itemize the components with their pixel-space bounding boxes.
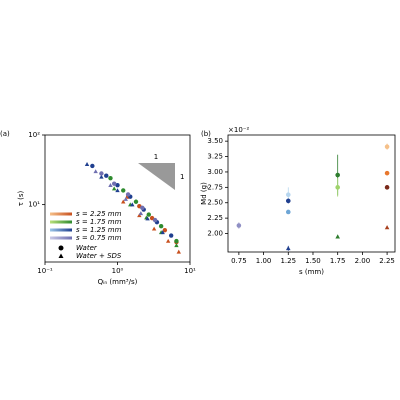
point <box>384 144 390 149</box>
y-tick-label: 2.75 <box>207 183 223 191</box>
y-tick-label: 2.50 <box>207 199 223 207</box>
point <box>138 211 144 216</box>
point <box>99 174 104 179</box>
point <box>285 198 291 204</box>
y-axis-label: Md (g) <box>200 182 208 205</box>
point <box>162 227 168 233</box>
point <box>115 183 120 188</box>
legend-swatch <box>50 228 72 232</box>
legend-label: Water <box>76 244 98 252</box>
point <box>115 188 120 193</box>
x-tick-label: 10⁻¹ <box>37 267 53 275</box>
point <box>140 205 145 211</box>
legend-label: s = 1.25 mm <box>76 226 122 234</box>
slope-triangle <box>138 163 175 190</box>
axes-b <box>227 134 396 253</box>
point <box>151 226 157 231</box>
axes-a <box>44 134 191 263</box>
x-tick-label: 2.00 <box>355 257 371 265</box>
y-axis-label: τ (s) <box>17 190 25 206</box>
point <box>90 163 95 169</box>
x-tick-label: 1.25 <box>280 257 296 265</box>
point <box>123 196 128 201</box>
point <box>104 173 109 178</box>
y-tick-label: 10² <box>28 131 40 139</box>
point <box>145 216 150 221</box>
legend-swatch <box>50 236 72 240</box>
point <box>111 181 117 186</box>
point <box>152 217 158 223</box>
point <box>236 223 242 228</box>
point <box>108 183 113 187</box>
offset-label: ×10⁻² <box>228 126 249 134</box>
point <box>168 233 174 238</box>
legend-marker <box>58 245 64 251</box>
point <box>121 188 126 193</box>
y-tick-label: 3.25 <box>207 153 223 161</box>
x-tick-label: 10¹ <box>184 267 196 275</box>
legend-label: Water + SDS <box>76 252 122 260</box>
point <box>130 202 135 207</box>
point <box>133 199 139 204</box>
y-tick-label: 3.00 <box>207 168 223 176</box>
panel-label: (a) <box>0 130 10 138</box>
point <box>384 170 390 176</box>
x-tick-label: 1.00 <box>256 257 272 265</box>
x-axis-label: s (mm) <box>299 268 324 276</box>
point <box>146 212 151 217</box>
legend-swatch <box>50 212 72 216</box>
point <box>99 171 104 176</box>
legend-swatch <box>50 220 72 224</box>
point <box>165 238 171 243</box>
x-tick-label: 0.75 <box>231 257 247 265</box>
y-tick-label: 3.50 <box>207 137 223 145</box>
point <box>335 185 340 190</box>
point <box>125 192 131 197</box>
x-tick-label: 1.50 <box>305 257 321 265</box>
point <box>176 249 181 254</box>
point <box>84 162 90 167</box>
point <box>137 213 142 218</box>
legend-marker <box>58 253 64 258</box>
point <box>384 185 390 190</box>
point <box>121 199 126 204</box>
point <box>160 230 165 235</box>
panel-label: (b) <box>201 130 211 138</box>
point <box>174 238 179 244</box>
legend-label: s = 1.75 mm <box>76 218 122 226</box>
y-tick-label: 2.00 <box>207 230 223 238</box>
point <box>108 175 113 181</box>
y-tick-label: 10¹ <box>28 201 40 209</box>
point <box>384 225 390 230</box>
slope-label: 1 <box>154 153 158 161</box>
x-tick-label: 2.25 <box>379 257 395 265</box>
point <box>335 234 340 239</box>
legend-label: s = 2.25 mm <box>76 210 122 218</box>
point <box>158 224 164 229</box>
point <box>111 186 117 191</box>
x-axis-label: Qᵢₙ (mm³/s) <box>98 278 138 286</box>
point <box>335 172 340 178</box>
y-tick-label: 2.25 <box>207 214 223 222</box>
legend-label: s = 0.75 mm <box>76 234 122 242</box>
point <box>93 169 98 174</box>
x-tick-label: 1.75 <box>330 257 346 265</box>
point <box>285 246 291 251</box>
point <box>174 243 179 248</box>
point <box>285 209 291 215</box>
x-tick-label: 10⁰ <box>112 267 124 275</box>
slope-label: 1 <box>180 173 184 181</box>
point <box>285 192 291 198</box>
